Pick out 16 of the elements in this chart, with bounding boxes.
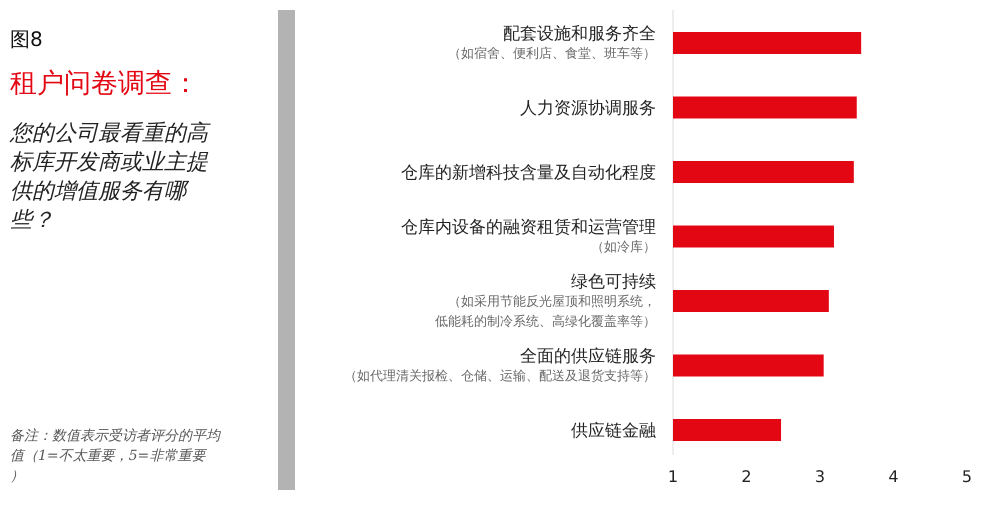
y-tick-label: 配套设施和服务齐全（如宿舍、便利店、食堂、班车等） [448,24,656,62]
y-tick-label: 人力资源协调服务 [520,98,656,118]
x-tick-label: 3 [814,467,826,486]
x-tick-label: 2 [741,467,752,486]
x-tick-label: 5 [962,467,972,486]
x-tick-label: 1 [668,467,678,486]
text: 您的公司最看重的高标库开发商或业主提供的增值服务有哪些？ [9,121,211,233]
y-tick-label: 供应链金融 [571,420,656,441]
y-tick-label: 绿色可持续（如采用节能反光屋顶和照明系统，低能耗的制冷系统、高绿化覆盖率等） [435,272,656,330]
y-tick-label: 全面的供应链服务（如代理清关报检、仓储、运输、配送及退货支持等） [344,346,656,384]
x-tick-label: 4 [888,467,899,486]
caption: 图8 [10,27,43,51]
text: 租户问卷调查： [10,68,199,99]
y-tick-label: 仓库内设备的融资租赁和运营管理（如冷库） [401,217,656,256]
text: 备注：数值表示受访者评分的平均值（1=不太重要，5=非常重要） [10,428,222,484]
y-tick-label: 仓库的新增科技含量及自动化程度 [401,162,656,183]
